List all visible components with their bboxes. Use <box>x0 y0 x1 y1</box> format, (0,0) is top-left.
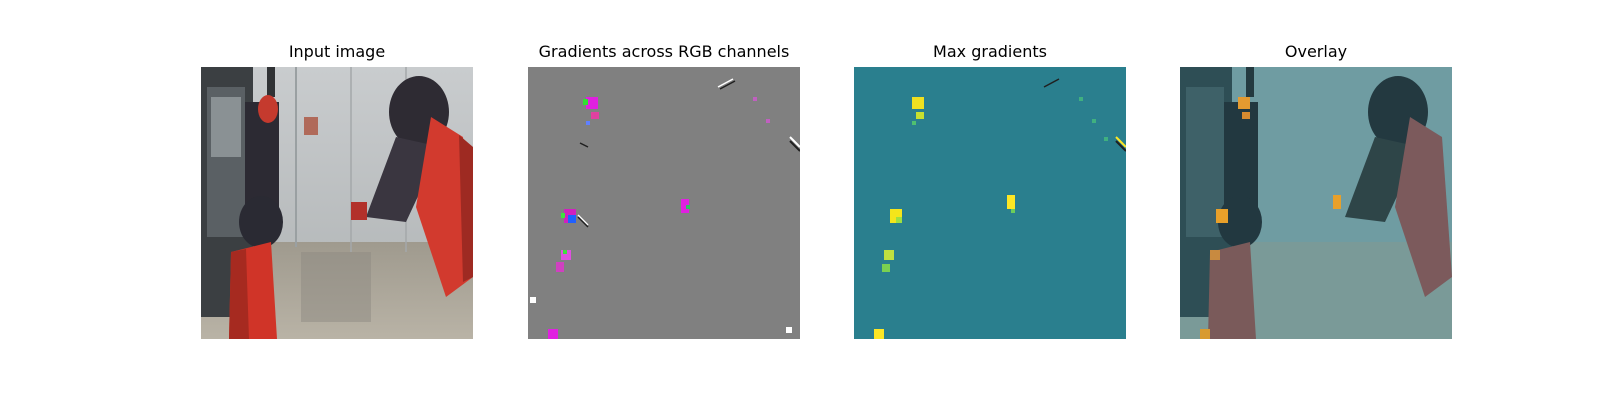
rgb-gradients-image <box>528 67 800 339</box>
input-image <box>201 67 473 339</box>
max-gradients-image <box>854 67 1126 339</box>
panel-title: Input image <box>201 40 473 64</box>
overlay-image <box>1180 67 1452 339</box>
panel-title: Gradients across RGB channels <box>528 40 800 64</box>
panel-title: Max gradients <box>854 40 1126 64</box>
panel-title: Overlay <box>1180 40 1452 64</box>
